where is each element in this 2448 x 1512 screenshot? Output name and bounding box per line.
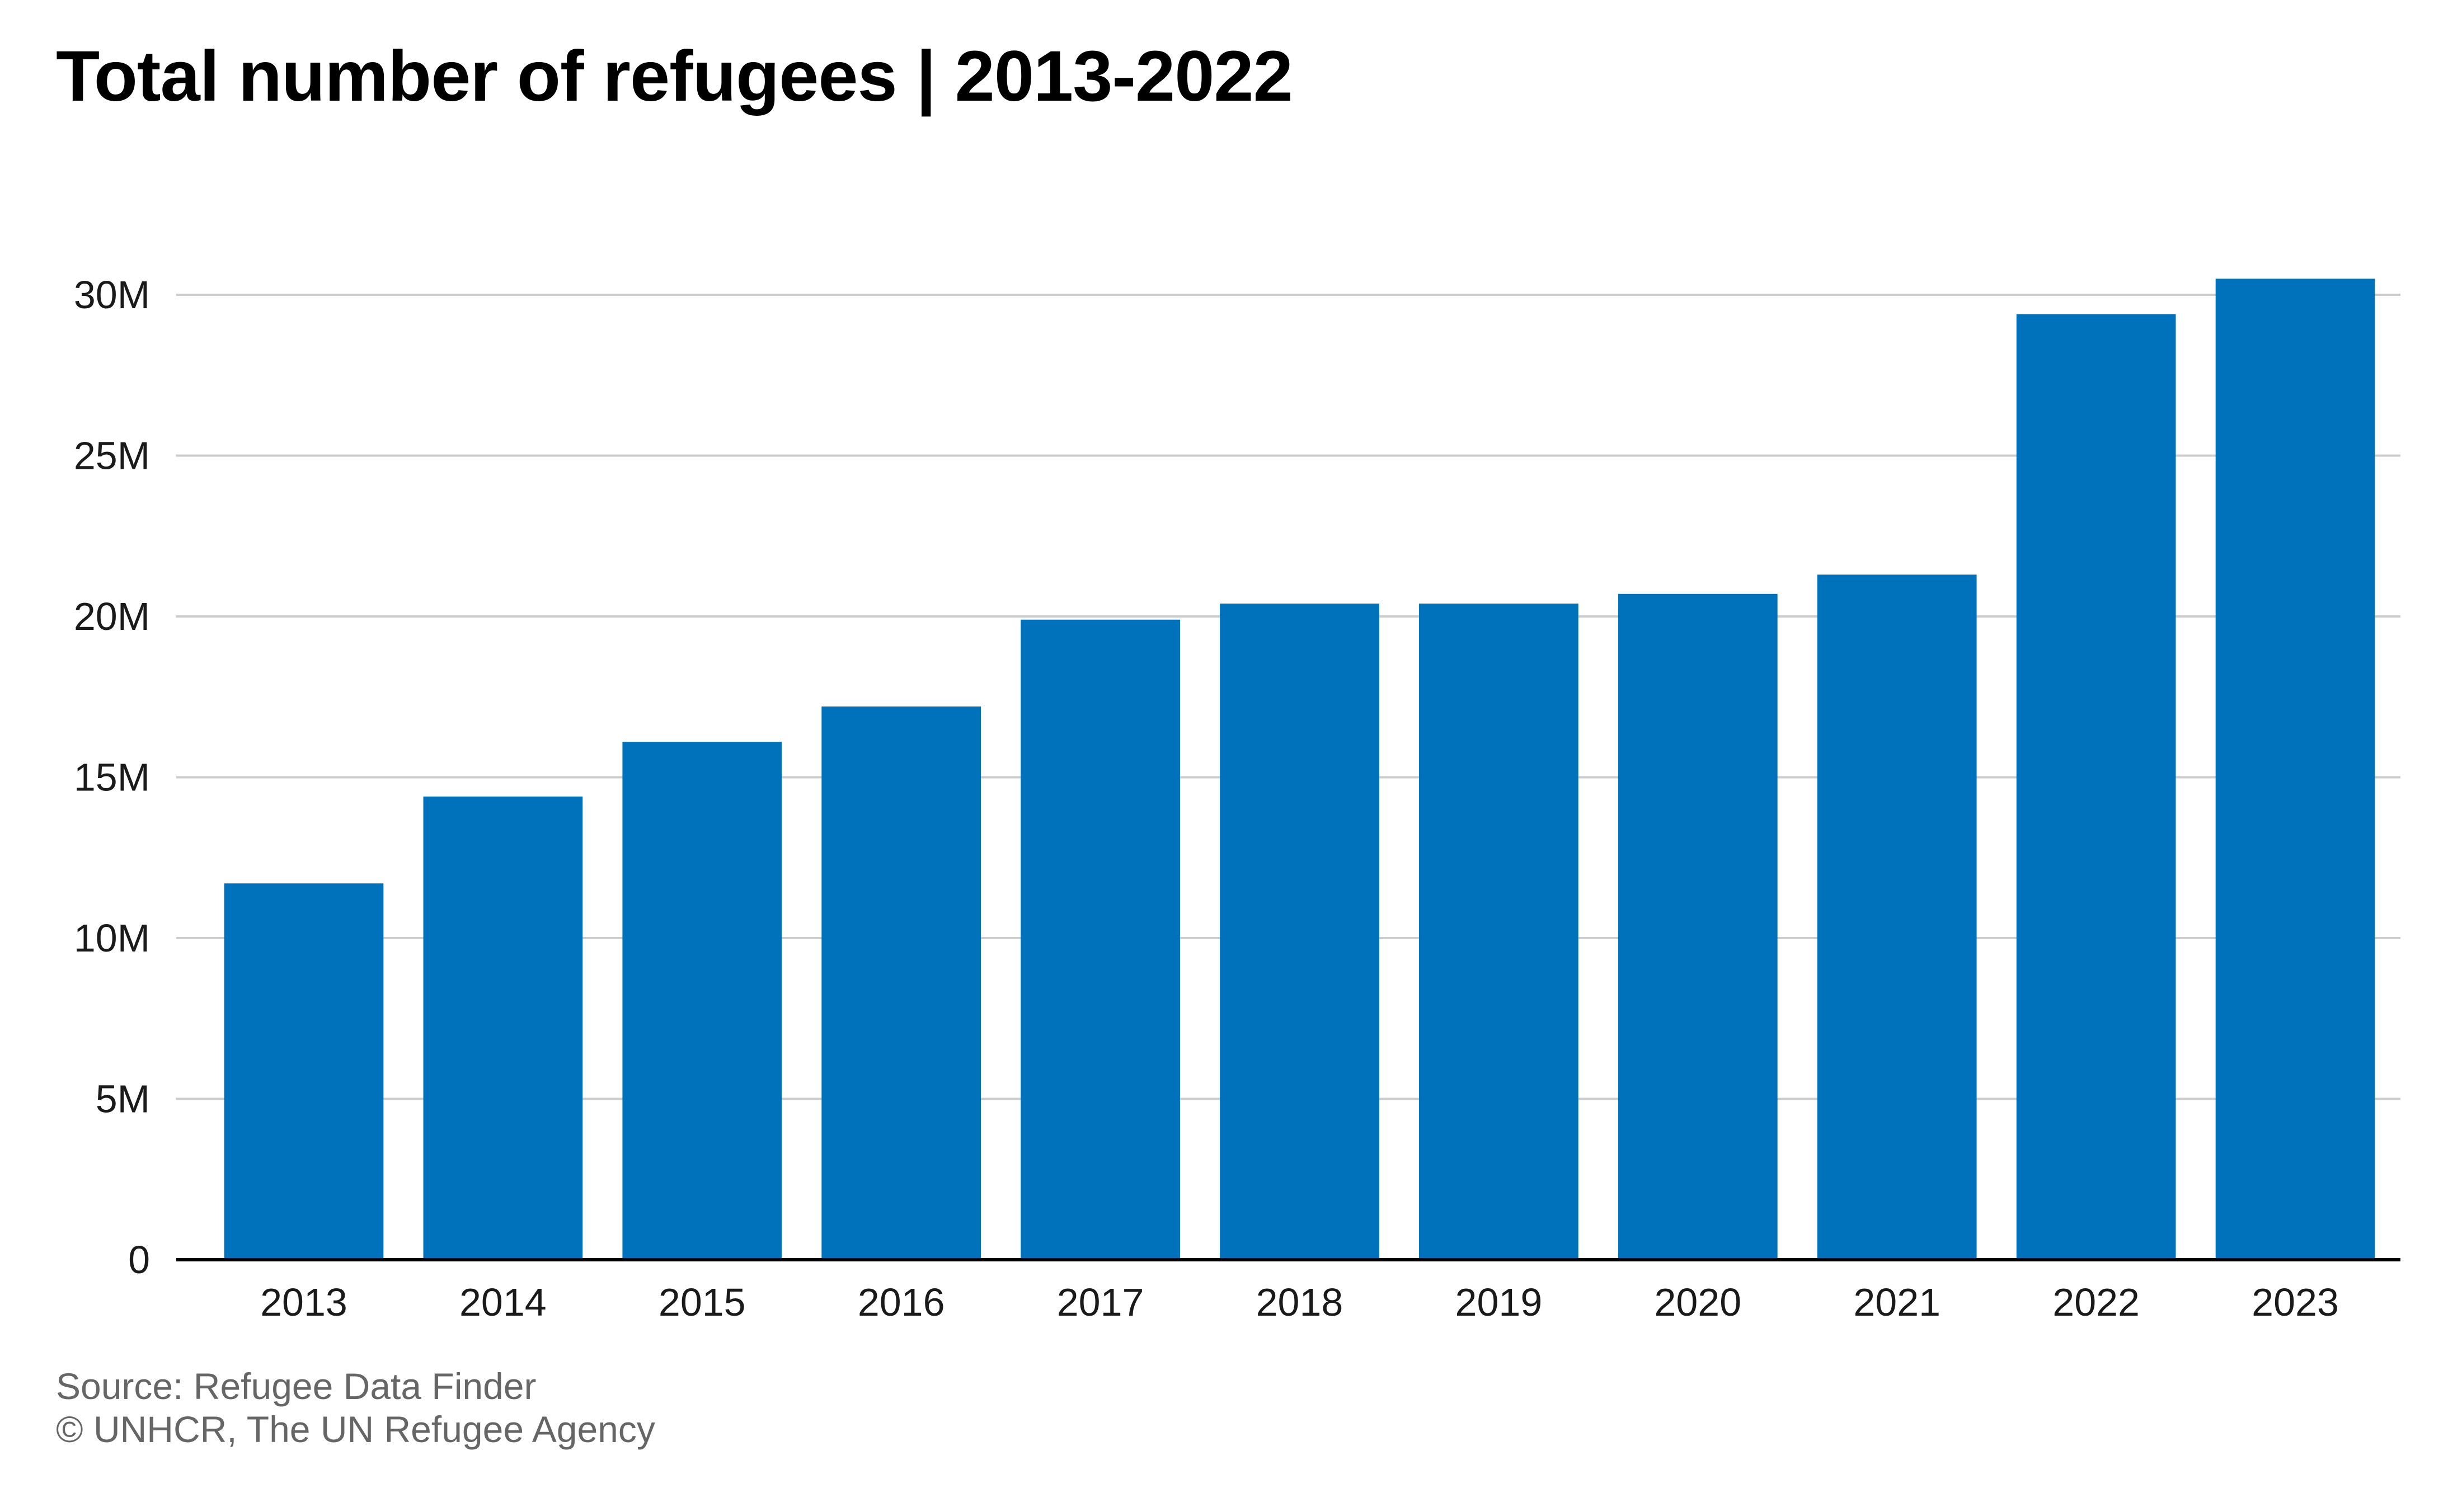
copyright-note: © UNHCR, The UN Refugee Agency <box>56 1409 655 1450</box>
bar <box>821 706 981 1260</box>
x-tick-label: 2022 <box>2052 1280 2140 1324</box>
bar <box>1419 604 1578 1260</box>
y-tick-label: 25M <box>74 434 150 478</box>
bar <box>1817 574 1977 1260</box>
y-tick-label: 0 <box>128 1238 150 1282</box>
y-tick-label: 30M <box>74 273 150 317</box>
x-tick-label: 2019 <box>1455 1280 1543 1324</box>
source-note: Source: Refugee Data Finder <box>56 1365 537 1407</box>
y-axis-tick-labels: 0 5M 10M 15M 20M 25M 30M <box>74 273 150 1282</box>
bar <box>1220 604 1379 1260</box>
x-tick-label: 2018 <box>1256 1280 1343 1324</box>
bar <box>1618 594 1778 1260</box>
bar <box>423 797 583 1260</box>
x-tick-label: 2016 <box>858 1280 945 1324</box>
bar <box>224 883 384 1260</box>
chart-title: Total number of refugees | 2013-2022 <box>56 36 1293 116</box>
bar <box>1021 619 1180 1260</box>
bars <box>224 279 2375 1260</box>
x-tick-label: 2020 <box>1654 1280 1741 1324</box>
x-tick-label: 2014 <box>459 1280 547 1324</box>
bar <box>2215 279 2375 1260</box>
x-tick-label: 2021 <box>1853 1280 1940 1324</box>
x-tick-label: 2017 <box>1057 1280 1144 1324</box>
y-tick-label: 20M <box>74 595 150 638</box>
y-tick-label: 5M <box>96 1077 150 1121</box>
y-tick-label: 15M <box>74 756 150 799</box>
x-tick-label: 2013 <box>260 1280 347 1324</box>
chart-footer: Source: Refugee Data Finder © UNHCR, The… <box>56 1365 655 1451</box>
x-tick-label: 2023 <box>2252 1280 2339 1324</box>
x-tick-label: 2015 <box>659 1280 746 1324</box>
bar <box>2016 314 2176 1260</box>
y-tick-label: 10M <box>74 916 150 960</box>
bar <box>622 742 782 1260</box>
x-axis-tick-labels: 2013 2014 2015 2016 2017 2018 2019 2020 2021 2022… <box>260 1280 2339 1324</box>
